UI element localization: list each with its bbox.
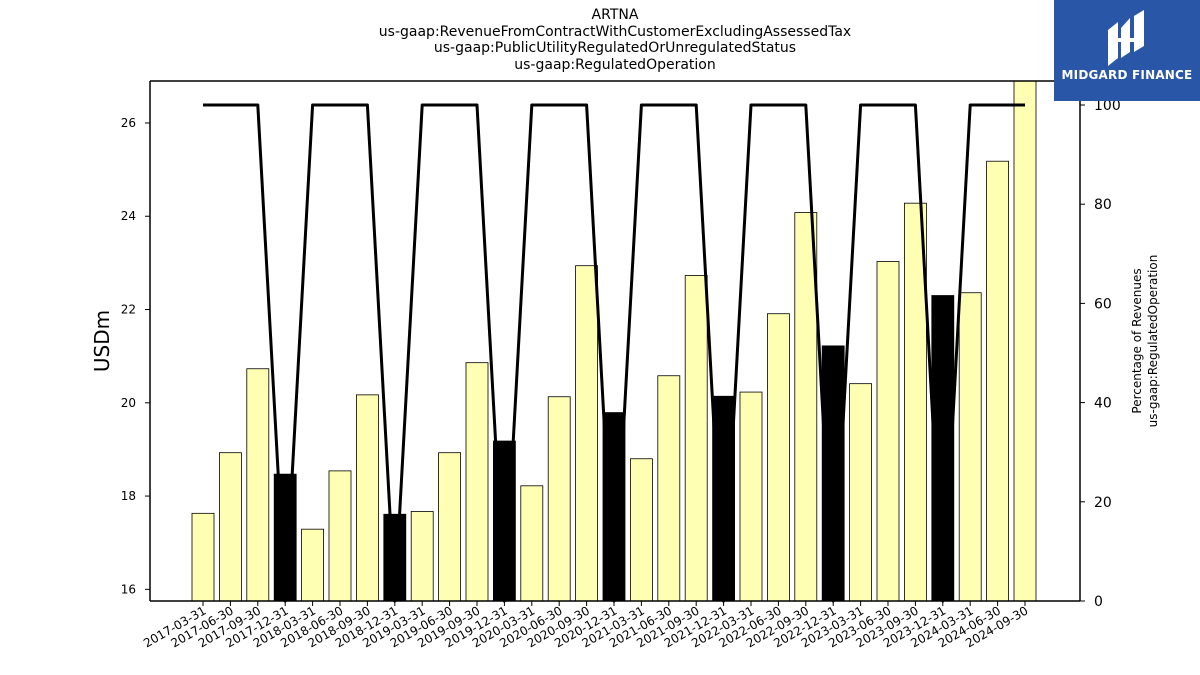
y2-tick-label: 60 (1094, 296, 1112, 312)
bar (191, 512, 215, 602)
y2-tick-label: 20 (1094, 495, 1112, 511)
chart-title-line: us-gaap:RegulatedOperation (514, 56, 716, 73)
bar (575, 265, 598, 602)
bar (410, 511, 434, 602)
bar (712, 395, 735, 602)
bar (520, 485, 544, 602)
y2-axis-label: Percentage of Revenues (1130, 268, 1144, 413)
y-tick-label: 24 (121, 209, 136, 223)
y2-tick-label: 40 (1094, 396, 1112, 412)
y-tick-label: 16 (121, 582, 136, 596)
y-tick-label: 26 (121, 116, 136, 130)
y2-tick-label: 0 (1094, 594, 1103, 610)
bar (849, 383, 872, 602)
y-axis-label: USDm (90, 310, 114, 372)
logo-text: MIDGARD FINANCE (1061, 68, 1193, 82)
y-tick-label: 22 (121, 303, 136, 317)
bar (218, 452, 242, 602)
bar (1013, 80, 1037, 602)
y-tick-label: 20 (121, 396, 136, 410)
bar (465, 362, 489, 602)
midgard-logo-icon (1108, 10, 1144, 66)
y2-tick-label: 80 (1094, 197, 1112, 213)
bar (438, 452, 462, 602)
bar (958, 292, 982, 602)
bar (684, 275, 708, 602)
bar (767, 313, 790, 602)
y2-tick-label: 100 (1094, 98, 1121, 114)
bar (246, 368, 270, 602)
bar (876, 261, 900, 602)
bar (986, 160, 1009, 602)
chart-title-line: us-gaap:PublicUtilityRegulatedOrUnregula… (433, 40, 797, 56)
chart-title-line: ARTNA (591, 7, 639, 23)
bar (355, 394, 379, 602)
bar (328, 470, 352, 602)
bar (301, 528, 325, 602)
bar (547, 396, 571, 602)
y2-axis-label: us-gaap:RegulatedOperation (1146, 255, 1160, 428)
midgard-finance-logo: MIDGARD FINANCE (1054, 0, 1200, 101)
bar (739, 391, 763, 602)
bar (657, 375, 681, 602)
chart-title-line: us-gaap:RevenueFromContractWithCustomerE… (378, 23, 852, 40)
y-tick-label: 18 (121, 489, 136, 503)
bar (630, 458, 653, 602)
